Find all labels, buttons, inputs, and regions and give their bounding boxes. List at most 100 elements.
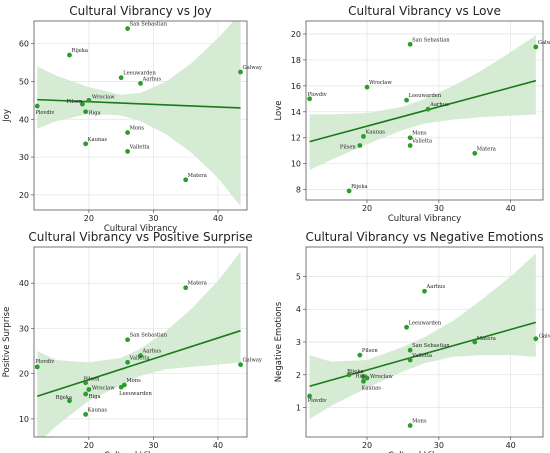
plot-frame xyxy=(33,246,248,438)
data-point-pilsen xyxy=(357,352,363,358)
point-label-plovdiv: Plovdiv xyxy=(308,92,327,98)
point-label-wroclaw: Wroclaw xyxy=(92,386,115,392)
y-tick-label: 20 xyxy=(19,370,29,379)
y-tick-label: 18 xyxy=(291,56,301,65)
y-tick-label: 2 xyxy=(296,371,301,380)
data-point-riga xyxy=(83,109,89,115)
point-label-mons: Mons xyxy=(126,378,141,384)
data-point-san-sebastian xyxy=(407,347,413,353)
confidence-band xyxy=(37,251,241,437)
chart-panel-2: San Sebastian Galway Wroclaw Plovdiv Leeuwar… xyxy=(274,4,550,224)
data-point-leeuwarden xyxy=(118,384,124,390)
point-label-riga: Riga xyxy=(89,394,101,400)
data-point-matera xyxy=(183,285,189,291)
data-point-mons xyxy=(407,423,413,428)
point-label-kaunas: Kaunas xyxy=(361,385,381,391)
y-tick-label: 8 xyxy=(296,186,301,195)
data-point-plovdiv xyxy=(307,393,312,399)
plot-frame xyxy=(305,20,544,201)
data-point-valletta xyxy=(407,143,413,148)
point-label-leeuwarden: Leeuwarden xyxy=(409,320,442,326)
point-label-pilsen: Pilsen xyxy=(66,99,83,105)
data-point-san-sebastian xyxy=(407,41,413,47)
point-label-san-sebastian: San Sebastian xyxy=(130,22,168,28)
x-axis-label: Cultural Vibrancy xyxy=(104,451,177,453)
x-axis-label: Cultural Vibrancy xyxy=(388,214,461,224)
chart-title: Cultural Vibrancy vs Joy xyxy=(69,4,212,18)
x-tick-label: 40 xyxy=(506,204,516,213)
point-label-mons: Mons xyxy=(412,131,427,137)
point-label-pilsen: Pilsen xyxy=(340,145,357,151)
y-axis-label: Positive Surprise xyxy=(2,307,12,378)
regression-line xyxy=(309,79,537,143)
data-point-aarhus xyxy=(138,353,143,358)
point-label-valletta: Valletta xyxy=(129,355,150,361)
data-point-rijeka xyxy=(346,188,352,194)
data-point-mons xyxy=(125,130,130,135)
data-point-valletta xyxy=(125,149,130,154)
y-tick-label: 40 xyxy=(19,115,29,124)
point-label-mons: Mons xyxy=(412,419,427,425)
data-point-rijeka xyxy=(346,372,352,378)
data-point-pilsen xyxy=(357,143,363,148)
x-tick-label: 30 xyxy=(148,214,158,223)
data-point-galway xyxy=(533,336,539,342)
y-tick-label: 5 xyxy=(296,272,301,281)
data-point-leeuwarden xyxy=(404,324,409,330)
point-label-pilsen: Pilsen xyxy=(84,377,101,383)
data-point-kaunas xyxy=(361,134,366,139)
point-label-san-sebastian: San Sebastian xyxy=(130,333,168,339)
data-point-pilsen xyxy=(80,101,85,107)
point-label-aarhus: Aarhus xyxy=(142,349,162,355)
data-point-plovdiv xyxy=(307,96,312,102)
confidence-band xyxy=(37,21,241,207)
point-label-valletta: Valletta xyxy=(129,144,150,150)
regression-line xyxy=(36,329,241,398)
point-label-rijeka: Rijeka xyxy=(72,48,88,54)
point-label-matera: Matera xyxy=(188,281,207,287)
point-label-aarhus: Aarhus xyxy=(429,102,449,108)
point-label-matera: Matera xyxy=(188,173,207,179)
y-axis-label: Negative Emotions xyxy=(274,301,284,382)
data-point-valletta xyxy=(125,359,130,365)
x-axis-label: Cultural Vibrancy xyxy=(388,451,461,453)
point-label-riga: Riga xyxy=(355,373,367,379)
data-point-leeuwarden xyxy=(118,75,124,81)
data-point-riga xyxy=(83,391,89,397)
point-label-aarhus: Aarhus xyxy=(142,76,162,82)
point-label-plovdiv: Plovdiv xyxy=(308,398,327,404)
point-label-plovdiv: Plovdiv xyxy=(35,110,54,116)
chart-title: Cultural Vibrancy vs Love xyxy=(348,4,501,18)
x-axis-label: Cultural Vibrancy xyxy=(104,224,177,234)
point-label-plovdiv: Plovdiv xyxy=(35,359,54,365)
data-point-rijeka xyxy=(67,398,72,404)
y-tick-label: 10 xyxy=(19,415,29,424)
y-tick-label: 1 xyxy=(296,404,301,413)
point-label-pilsen: Pilsen xyxy=(362,348,379,354)
confidence-band xyxy=(309,253,536,419)
data-point-wroclaw xyxy=(86,387,92,392)
data-point-plovdiv xyxy=(34,103,40,109)
point-label-wroclaw: Wroclaw xyxy=(92,94,115,100)
point-label-leeuwarden: Leeuwarden xyxy=(409,93,442,99)
chart-title: Cultural Vibrancy vs Positive Surprise xyxy=(28,230,252,244)
point-label-matera: Matera xyxy=(477,146,496,152)
x-tick-label: 40 xyxy=(213,441,223,450)
y-tick-label: 20 xyxy=(19,191,29,200)
point-label-riga: Riga xyxy=(89,111,101,117)
data-point-aarhus xyxy=(422,288,427,294)
point-label-matera: Matera xyxy=(477,336,496,342)
point-label-rijeka: Rijeka xyxy=(351,184,367,190)
data-point-leeuwarden xyxy=(404,97,409,103)
y-tick-label: 50 xyxy=(19,77,29,86)
y-tick-label: 40 xyxy=(19,279,29,288)
y-tick-label: 30 xyxy=(19,324,29,333)
y-tick-label: 10 xyxy=(291,160,301,169)
point-label-san-sebastian: San Sebastian xyxy=(412,37,450,43)
x-tick-label: 40 xyxy=(506,441,516,450)
data-point-plovdiv xyxy=(34,364,40,370)
point-label-galway: Galway xyxy=(538,40,550,46)
